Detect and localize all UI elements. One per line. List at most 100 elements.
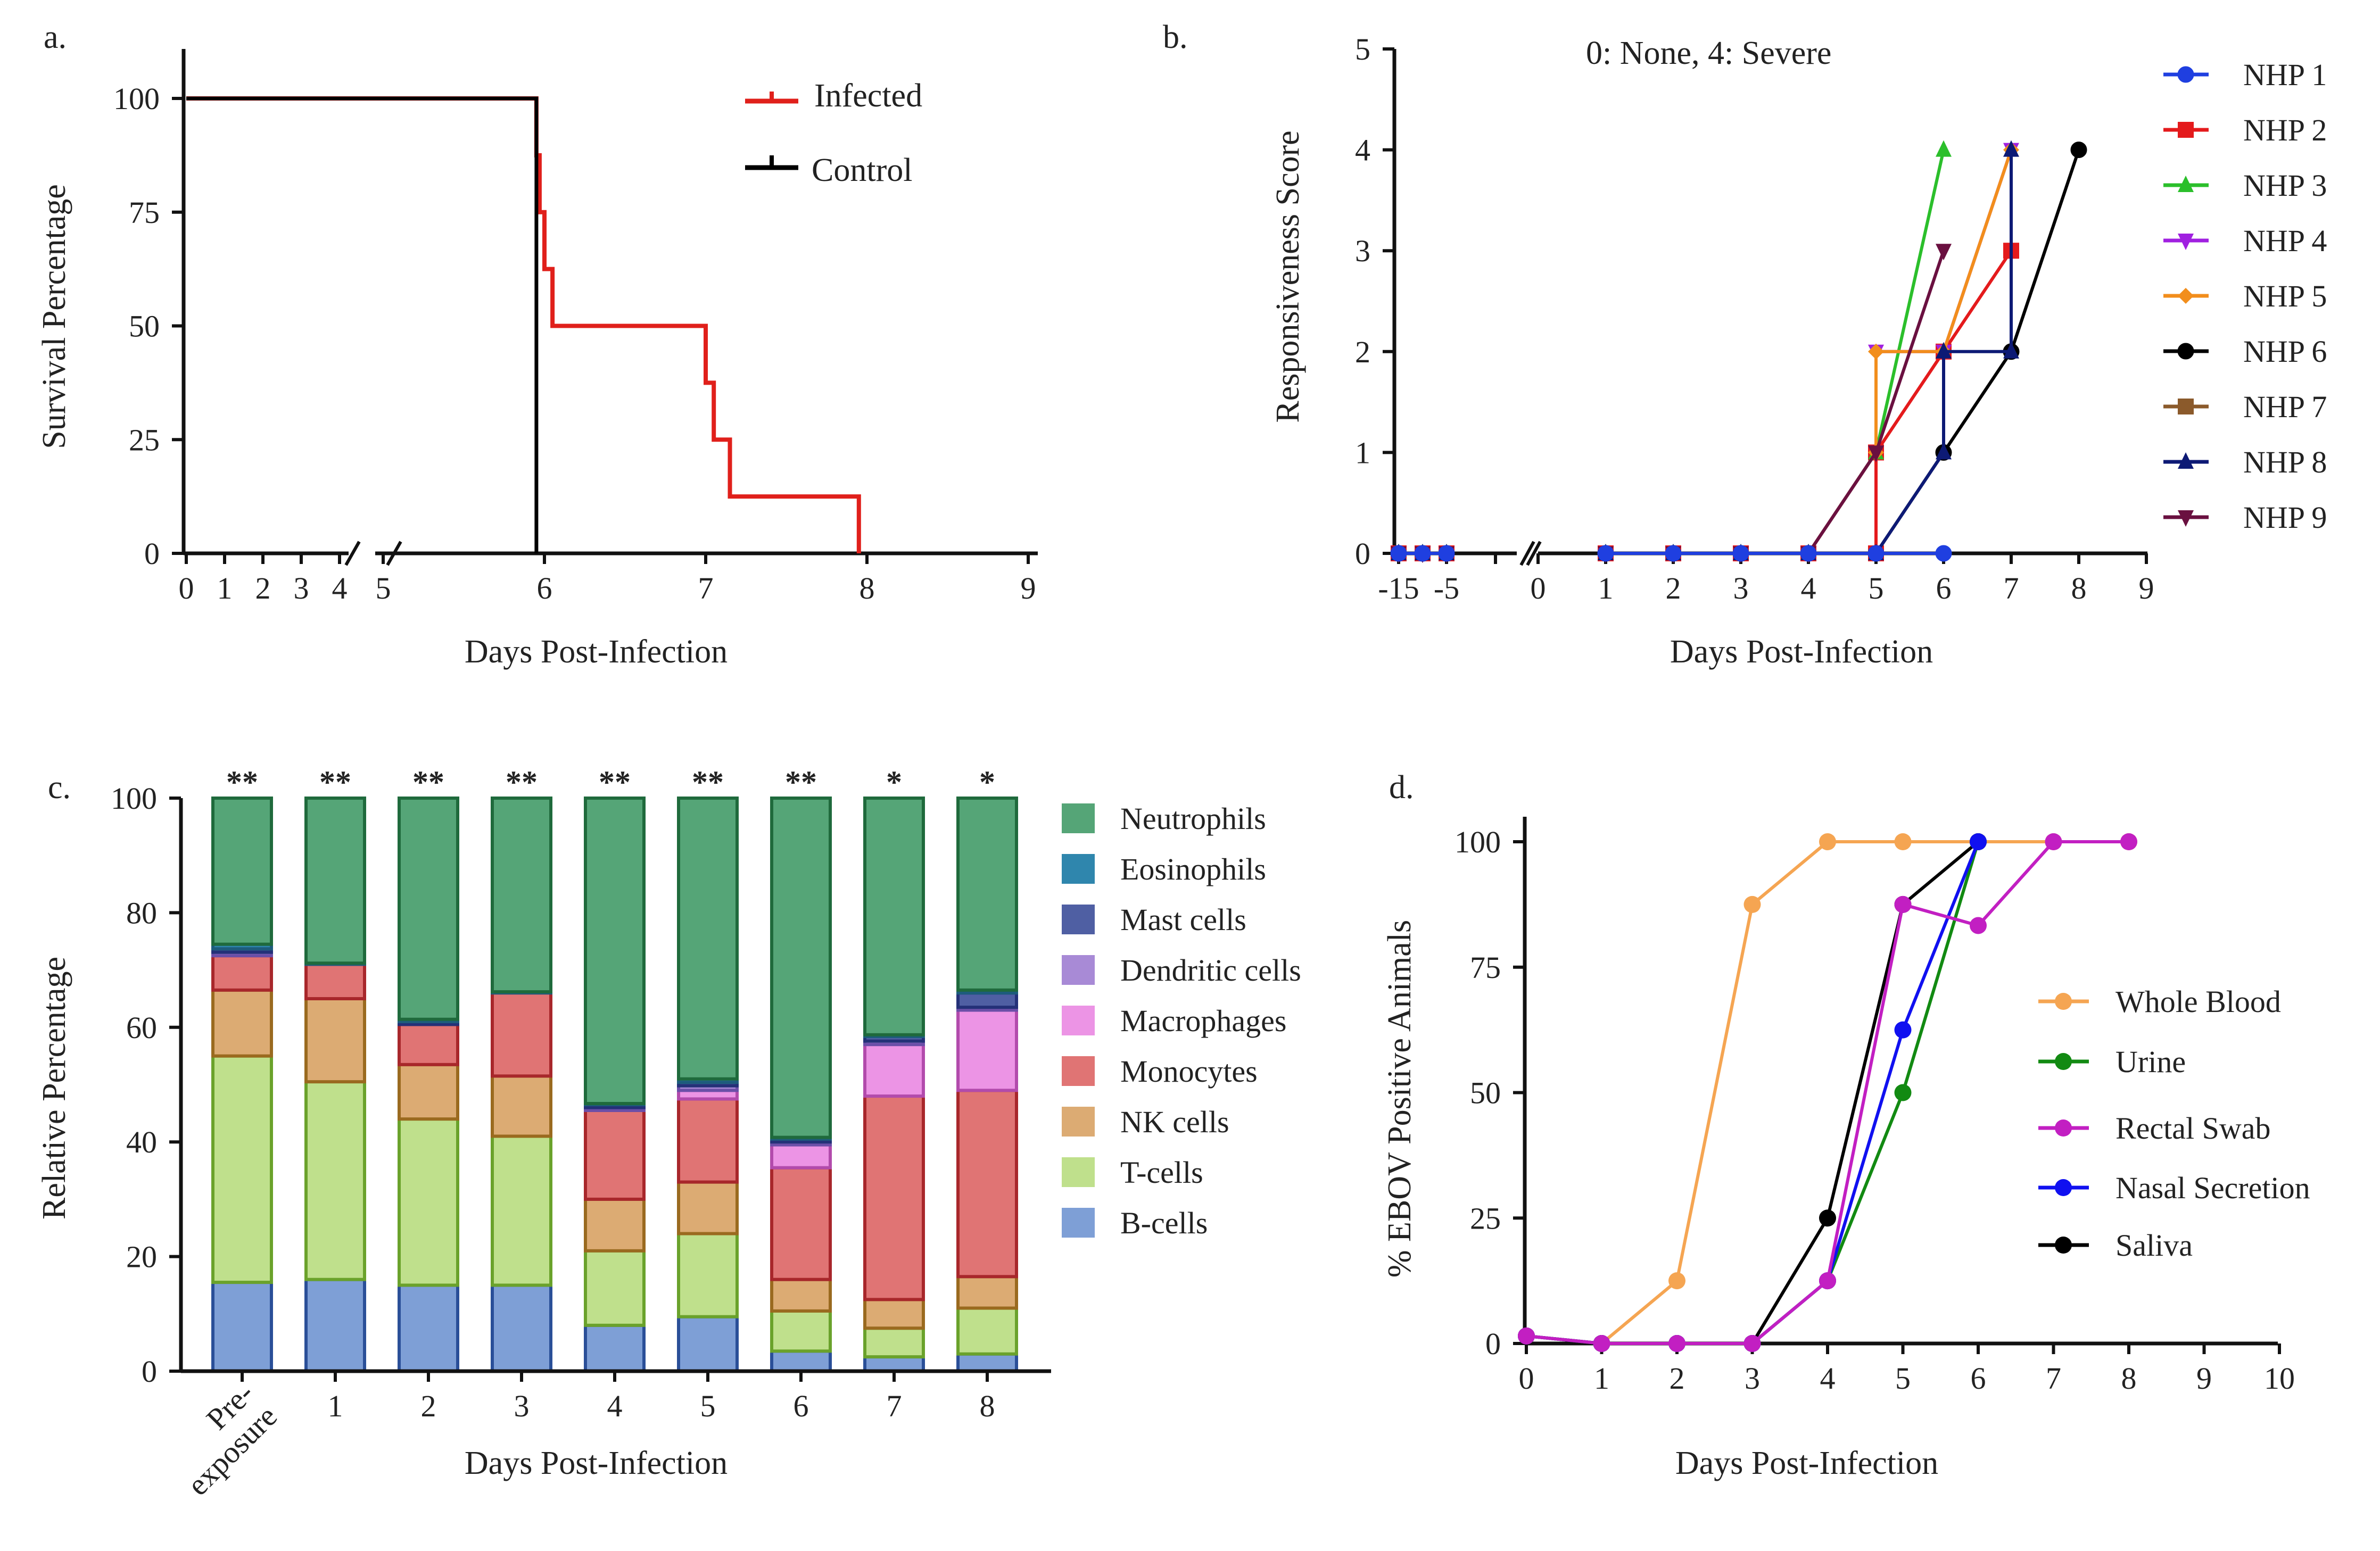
legend-label: NHP 6 xyxy=(2243,334,2327,369)
x-tick-label: 2 xyxy=(1666,571,1681,606)
data-point xyxy=(1800,545,1817,562)
x-tick-label: 4 xyxy=(1820,1361,1836,1396)
legend-label: T-cells xyxy=(1120,1155,1203,1190)
y-tick-label: 0 xyxy=(142,1354,157,1389)
panel-b-x-ticks: -15 -5 0 1 2 3 4 5 6 7 8 9 xyxy=(1378,553,2154,606)
significance-marker: ** xyxy=(599,765,631,800)
series-line xyxy=(1606,150,2013,555)
legend-marker xyxy=(2055,1237,2072,1254)
x-tick-label: 4 xyxy=(332,571,348,606)
legend-item-whole-blood: Whole Blood xyxy=(2038,984,2281,1019)
series-nhp-9 xyxy=(1391,244,1952,563)
data-point xyxy=(1868,343,1884,360)
bar-segment-t-cells xyxy=(770,1309,832,1353)
x-tick-label: 7 xyxy=(887,1389,902,1423)
series-control-line xyxy=(186,96,539,553)
panel-a-label: a. xyxy=(44,19,67,55)
legend-label: NHP 2 xyxy=(2243,113,2327,147)
x-tick-label: 5 xyxy=(1895,1361,1911,1396)
panel-b-x-axis-label: Days Post-Infection xyxy=(1670,634,1933,670)
x-tick-label: 6 xyxy=(537,571,552,606)
axis-break-mark xyxy=(1519,541,1535,566)
bar-segment-b-cells xyxy=(211,1281,273,1373)
data-point xyxy=(1867,545,1885,562)
data-point xyxy=(1668,1335,1685,1352)
legend-label: NHP 7 xyxy=(2243,389,2327,424)
legend-swatch xyxy=(1062,1157,1095,1187)
legend-marker xyxy=(2055,993,2072,1010)
legend-label: NK cells xyxy=(1120,1105,1229,1139)
significance-marker: ** xyxy=(785,765,817,800)
legend-item-saliva: Saliva xyxy=(2038,1228,2193,1263)
bar-segment-monocytes xyxy=(398,1023,459,1066)
bar-segment-b-cells xyxy=(398,1283,459,1373)
panel-c-significance: ** ** ** ** ** ** ** * * xyxy=(226,765,995,800)
series-nhp-5 xyxy=(1391,142,2019,561)
bar-segment-monocytes xyxy=(677,1097,739,1184)
series-nhp-1 xyxy=(1390,545,1952,562)
legend-label: NHP 8 xyxy=(2243,445,2327,479)
x-tick-label: 3 xyxy=(294,571,309,606)
x-tick-label: 3 xyxy=(1745,1361,1760,1396)
stacked-bar-3 xyxy=(491,797,552,1373)
panel-d-x-ticks: 0 1 2 3 4 5 6 7 8 9 10 xyxy=(1519,1343,2295,1396)
legend-control-label: Control xyxy=(812,152,912,188)
legend-swatch xyxy=(1062,1056,1095,1086)
data-point xyxy=(1819,833,1836,850)
legend-label: NHP 4 xyxy=(2243,223,2327,258)
bar-segment-nk-cells xyxy=(304,997,366,1084)
y-tick-label: 0 xyxy=(1355,536,1370,571)
y-tick-label: 100 xyxy=(1455,825,1501,859)
y-tick-label: 25 xyxy=(1470,1201,1501,1235)
legend-label: NHP 3 xyxy=(2243,168,2327,203)
series-line xyxy=(1606,250,1945,555)
legend-label: Neutrophils xyxy=(1120,801,1266,836)
x-tick-label: 8 xyxy=(860,571,875,606)
data-point xyxy=(1894,1021,1912,1039)
panel-a-legend: Infected Control xyxy=(745,78,922,188)
series-line xyxy=(1606,250,2013,555)
bar-segment-nk-cells xyxy=(863,1298,925,1330)
legend-label: Whole Blood xyxy=(2115,984,2281,1019)
legend-item-nhp-5: NHP 5 xyxy=(2163,279,2327,313)
panel-c-y-ticks: 0 20 40 60 80 100 xyxy=(111,781,181,1389)
legend-label: Urine xyxy=(2115,1044,2186,1079)
bar-segment-monocytes xyxy=(863,1094,925,1301)
y-tick-label: 0 xyxy=(1485,1326,1501,1361)
data-point xyxy=(1597,545,1614,562)
panel-a-x-axis-label: Days Post-Infection xyxy=(465,634,728,670)
bar-segment-mast-cells xyxy=(956,991,1018,1009)
x-tick-label: 1 xyxy=(328,1389,343,1423)
y-tick-label: 75 xyxy=(129,195,160,230)
x-tick-label: 7 xyxy=(698,571,714,606)
significance-marker: * xyxy=(886,765,902,800)
legend-label: NHP 1 xyxy=(2243,57,2327,92)
legend-item-rectal-swab: Rectal Swab xyxy=(2038,1111,2271,1146)
panel-d-series xyxy=(1518,833,2137,1352)
data-point xyxy=(1665,545,1682,562)
bar-segment-monocytes xyxy=(584,1108,646,1201)
bar-segment-macrophages xyxy=(863,1043,925,1098)
axis-break-mark xyxy=(386,541,402,566)
legend-item-nhp-9: NHP 9 xyxy=(2163,500,2327,535)
y-tick-label: 60 xyxy=(126,1010,157,1045)
bar-segment-neutrophils xyxy=(304,797,366,965)
bar-segment-t-cells xyxy=(863,1326,925,1359)
data-point xyxy=(2045,833,2062,850)
y-tick-label: 100 xyxy=(111,781,157,816)
x-tick-label-group: Pre-exposure xyxy=(180,1375,284,1502)
legend-label: NHP 9 xyxy=(2243,500,2327,535)
significance-marker: ** xyxy=(319,765,351,800)
legend-label: Macrophages xyxy=(1120,1003,1286,1038)
data-point xyxy=(1668,1272,1685,1290)
panel-d-axes xyxy=(1523,817,2278,1346)
bar-segment-monocytes xyxy=(304,963,366,1000)
bar-segment-t-cells xyxy=(956,1306,1018,1356)
data-point xyxy=(2070,142,2087,159)
series-line xyxy=(1526,840,2129,1346)
y-tick-label: 75 xyxy=(1470,950,1501,985)
legend-item-monocytes: Monocytes xyxy=(1062,1054,1258,1089)
panel-d-x-axis-label: Days Post-Infection xyxy=(1675,1445,1938,1481)
